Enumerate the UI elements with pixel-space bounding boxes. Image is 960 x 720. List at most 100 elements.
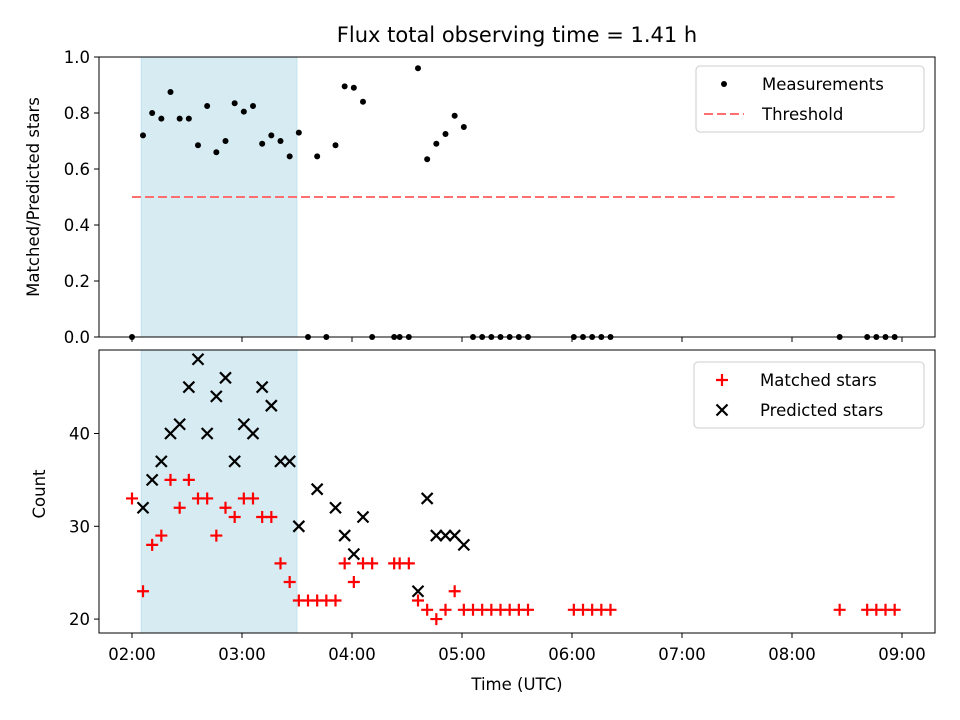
measurement-point: [442, 131, 449, 137]
measurement-point: [204, 103, 211, 109]
y-tick-label: 30: [69, 517, 90, 536]
y-tick-label: 40: [69, 425, 90, 444]
matched-star-point: [347, 575, 360, 588]
x-tick-label: 03:00: [218, 645, 266, 664]
x-tick-label: 08:00: [768, 645, 816, 664]
measurement-point: [277, 138, 284, 144]
measurement-point: [250, 103, 256, 109]
predicted-star-point: [200, 427, 214, 440]
top-legend: Measurements Threshold: [695, 65, 925, 133]
predicted-star-point: [411, 584, 425, 598]
matched-star-point: [412, 594, 424, 607]
matched-star-point: [439, 603, 452, 616]
predicted-star-point: [448, 529, 461, 542]
x-tick-label: 09:00: [878, 645, 926, 664]
measurement-point: [424, 156, 431, 163]
measurement-point: [332, 142, 339, 149]
measurement-point: [176, 115, 183, 122]
predicted-star-point: [145, 473, 159, 487]
predicted-star-point: [430, 529, 443, 542]
predicted-star-point: [164, 427, 177, 440]
top-axes-frame: [98, 56, 936, 338]
matched-star-point: [338, 557, 351, 570]
predicted-star-point: [347, 547, 361, 561]
matched-star-point: [155, 529, 168, 542]
legend-label: Measurements: [762, 75, 884, 94]
matched-star-point: [164, 473, 177, 486]
measurement-point: [167, 89, 174, 95]
legend-matched-swatch: [716, 374, 728, 386]
bottom-legend: Matched stars Predicted stars: [693, 361, 925, 429]
predicted-star-point: [356, 510, 370, 524]
predicted-star-point: [329, 501, 342, 515]
matched-star-point: [173, 501, 186, 514]
measurement-point: [213, 149, 220, 156]
legend-predicted-swatch: [715, 403, 729, 417]
y-tick-label: 0.6: [64, 160, 90, 179]
matched-star-point: [430, 613, 443, 626]
predicted-star-point: [246, 427, 260, 440]
predicted-star-point: [237, 417, 251, 431]
predicted-star-point: [136, 501, 150, 515]
matched-star-point: [210, 529, 223, 542]
x-tick-label: 07:00: [658, 645, 706, 664]
matched-star-point: [329, 594, 342, 607]
x-tick-label: 02:00: [108, 645, 156, 664]
matched-star-point: [833, 603, 846, 616]
matched-star-point: [283, 575, 296, 588]
matched-star-point: [421, 603, 434, 616]
x-tick-label: 06:00: [548, 645, 596, 664]
y-tick-label: 0.0: [64, 328, 90, 347]
measurement-point: [231, 100, 238, 107]
bottom-axes-frame: [98, 349, 936, 634]
legend-label: Threshold: [761, 105, 843, 124]
matched-star-point: [604, 603, 617, 616]
predicted-star-point: [457, 538, 471, 552]
legend-box: [695, 65, 925, 133]
predicted-star-point: [310, 482, 324, 496]
matched-star-point: [146, 538, 159, 551]
legend-label: Matched stars: [760, 371, 877, 390]
measurement-point: [149, 110, 156, 116]
measurement-point: [268, 132, 275, 139]
matched-star-point: [247, 492, 259, 505]
matched-star-point: [228, 511, 241, 524]
predicted-star-point: [255, 380, 269, 394]
measurement-point: [222, 138, 229, 144]
measurement-point: [460, 124, 467, 130]
matched-star-point: [182, 473, 195, 486]
predicted-star-point: [274, 455, 287, 468]
matched-star-point: [265, 511, 278, 524]
matched-star-point: [126, 492, 138, 505]
predicted-star-point: [219, 371, 232, 385]
matched-star-point: [448, 585, 461, 598]
predicted-star-point: [228, 455, 241, 468]
x-axis-label: Time (UTC): [470, 675, 562, 694]
matched-star-point: [137, 585, 149, 598]
measurement-point: [360, 98, 366, 105]
legend-measurement-swatch: [721, 81, 727, 87]
predicted-star-point: [191, 353, 205, 366]
measurement-point: [158, 115, 165, 122]
predicted-star-point: [265, 399, 278, 412]
y-tick-label: 0.8: [64, 104, 90, 123]
predicted-star-point: [182, 380, 196, 394]
legend-box: [693, 361, 925, 429]
matched-star-point: [274, 557, 287, 570]
measurement-point: [185, 115, 192, 122]
measurement-point: [240, 108, 247, 115]
measurement-point: [433, 140, 440, 147]
y-tick-label: 0.2: [64, 272, 90, 291]
shaded-span: [140, 349, 298, 634]
matched-star-point: [366, 557, 379, 570]
y-tick-label: 20: [69, 610, 90, 629]
y-tick-label: 1.0: [64, 48, 90, 67]
bottom-panel: 20 30 40 02:00 03:00 04:00 05:00 06:00 07:00 08:…: [30, 349, 936, 664]
measurement-point: [195, 142, 201, 149]
predicted-star-point: [210, 390, 223, 403]
predicted-star-point: [420, 492, 434, 505]
legend-label: Predicted stars: [760, 401, 883, 420]
measurement-point: [350, 84, 357, 91]
matched-star-point: [201, 492, 214, 505]
